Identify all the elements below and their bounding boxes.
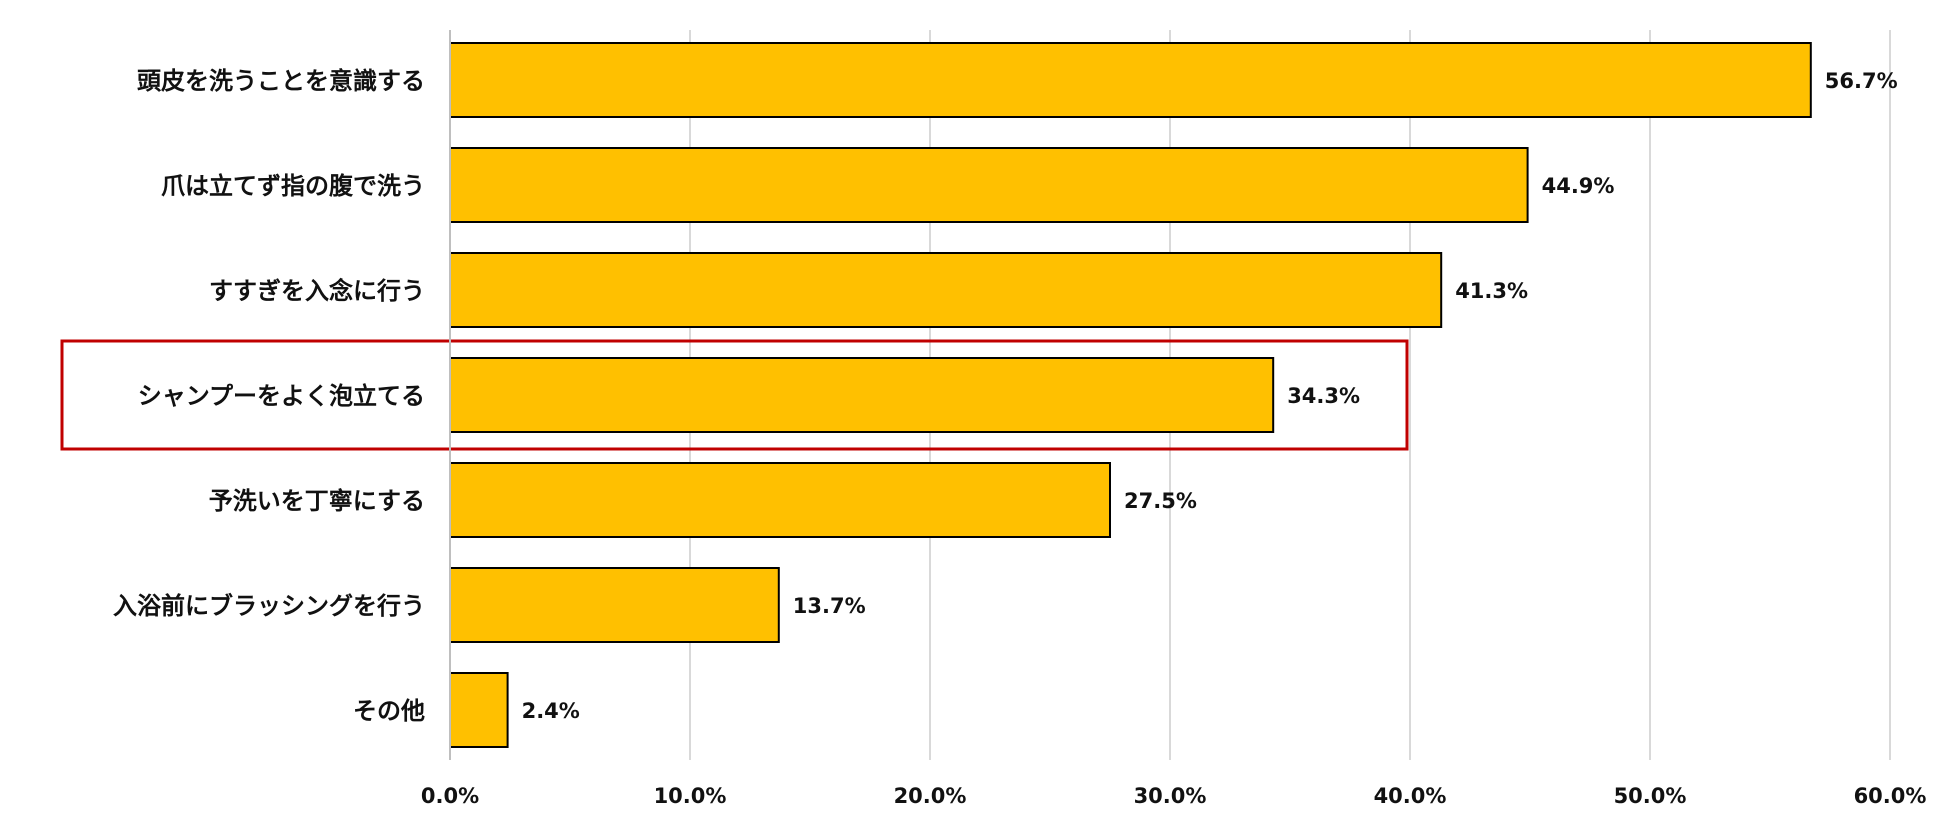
category-label: 入浴前にブラッシングを行う [113, 592, 425, 620]
value-label: 44.9% [1542, 174, 1615, 198]
bar [449, 147, 1529, 223]
bar [449, 42, 1812, 118]
value-label: 56.7% [1825, 69, 1898, 93]
category-label: 爪は立てず指の腹で洗う [161, 172, 425, 200]
x-tick-label: 30.0% [1134, 784, 1207, 808]
x-tick-label: 0.0% [421, 784, 479, 808]
category-label: 予洗いを丁寧にする [209, 487, 425, 515]
category-label: その他 [353, 697, 425, 725]
value-label: 41.3% [1455, 279, 1528, 303]
bar [449, 252, 1443, 328]
x-tick-label: 50.0% [1614, 784, 1687, 808]
labels: 0.0% 10.0% 20.0% 30.0% 40.0% 50.0% 60.0% 頭皮を洗うこ… [113, 67, 1926, 808]
bar [449, 567, 780, 643]
highlight-layer [60, 339, 1409, 451]
x-tick-label: 20.0% [894, 784, 967, 808]
value-label: 2.4% [522, 699, 580, 723]
value-label: 34.3% [1287, 384, 1360, 408]
bars [449, 42, 1812, 748]
highlight-box [60, 339, 1409, 451]
x-tick-label: 60.0% [1854, 784, 1927, 808]
category-label: シャンプーをよく泡立てる [138, 382, 425, 410]
bar [449, 462, 1111, 538]
category-label: すすぎを入念に行う [209, 277, 425, 305]
x-tick-label: 10.0% [654, 784, 727, 808]
bar [449, 672, 509, 748]
category-label: 頭皮を洗うことを意識する [137, 67, 425, 95]
x-tick-label: 40.0% [1374, 784, 1447, 808]
value-label: 13.7% [793, 594, 866, 618]
bar [449, 357, 1275, 433]
value-label: 27.5% [1124, 489, 1197, 513]
